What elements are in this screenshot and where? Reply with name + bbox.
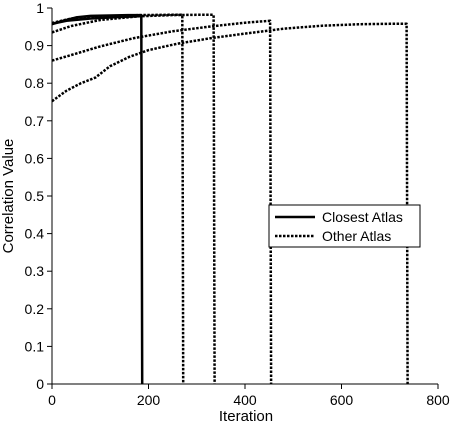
y-tick-label: 0.4 xyxy=(25,226,45,242)
y-tick-label: 0.8 xyxy=(25,75,45,91)
legend: Closest Atlas Other Atlas xyxy=(268,204,421,248)
x-ticks: 0 200 400 600 800 xyxy=(48,384,450,408)
y-tick-label: 0.5 xyxy=(25,188,45,204)
x-axis-title: Iteration xyxy=(219,408,273,425)
series-line-other-atlas-2 xyxy=(51,13,185,385)
x-tick-label: 800 xyxy=(426,392,450,408)
y-tick-label: 1 xyxy=(36,0,44,16)
legend-label-other: Other Atlas xyxy=(322,228,391,244)
y-axis-title: Correlation Value xyxy=(0,139,17,254)
y-tick-label: 0.3 xyxy=(25,263,45,279)
y-ticks: 0 0.1 0.2 0.3 0.4 0.5 0.6 0.7 0.8 0.9 1 xyxy=(25,0,52,392)
series-layer xyxy=(51,13,409,385)
y-tick-label: 0.9 xyxy=(25,38,45,54)
y-tick-label: 0.1 xyxy=(25,338,45,354)
axes xyxy=(51,8,438,385)
legend-box xyxy=(268,204,421,248)
series-line-other-atlas-4 xyxy=(51,19,273,385)
y-tick-label: 0.7 xyxy=(25,113,45,129)
x-tick-label: 400 xyxy=(233,392,257,408)
y-tick-label: 0.6 xyxy=(25,150,45,166)
series-line-closest-atlas-0 xyxy=(51,13,144,385)
legend-label-closest: Closest Atlas xyxy=(322,209,403,225)
series-line-other-atlas-3 xyxy=(51,13,216,385)
series-line-other-atlas-5 xyxy=(51,22,409,385)
x-tick-label: 200 xyxy=(137,392,161,408)
y-tick-label: 0 xyxy=(36,376,44,392)
y-tick-label: 0.2 xyxy=(25,301,45,317)
x-tick-label: 0 xyxy=(48,392,56,408)
x-tick-label: 600 xyxy=(330,392,354,408)
